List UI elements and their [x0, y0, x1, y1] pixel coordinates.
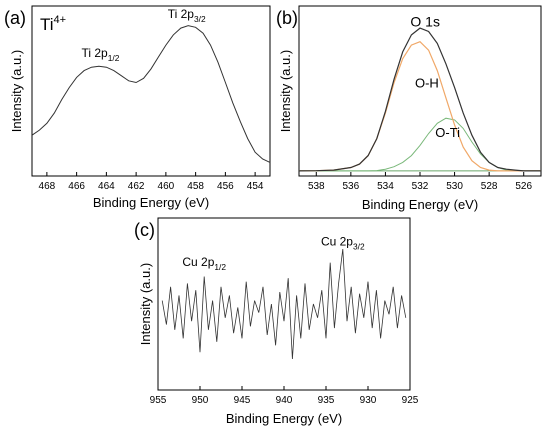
peak-label: Cu 2p1/2 — [182, 255, 226, 272]
x-tick-label: 534 — [377, 181, 394, 192]
x-tick-label: 935 — [318, 395, 335, 406]
peak-label: Ti 2p1/2 — [81, 46, 119, 63]
x-tick-label: 466 — [68, 181, 85, 192]
panel-b: (b) 538 536 534 532 530 528 526 O 1s O-H O-Ti … — [276, 5, 542, 212]
x-tick-label: 955 — [150, 395, 167, 406]
panel-a-annotation: Ti4+ — [40, 14, 66, 34]
panel-a-frame — [31, 5, 271, 177]
panel-c-label: (c) — [134, 220, 155, 240]
panel-c-frame — [157, 217, 411, 391]
panel-b-x-axis-label: Binding Energy (eV) — [362, 197, 478, 212]
panel-a-label: (a) — [4, 8, 26, 28]
panel-c-peak-labels: Cu 2p1/2 Cu 2p3/2 — [182, 235, 365, 273]
panel-b-x-ticks: 538 536 534 532 530 528 526 — [308, 172, 532, 192]
panel-b-label: (b) — [276, 8, 298, 28]
x-tick-label: 456 — [217, 181, 234, 192]
x-tick-label: 468 — [39, 181, 56, 192]
x-tick-label: 454 — [247, 181, 264, 192]
panel-a: (a) Ti4+ 468 466 464 462 460 458 456 454 Ti 2p1… — [4, 5, 271, 210]
panel-a-x-ticks: 468 466 464 462 460 458 456 454 — [39, 172, 264, 192]
x-tick-label: 945 — [234, 395, 251, 406]
panel-b-o-h-label: O-H — [415, 76, 439, 91]
x-tick-label: 950 — [192, 395, 209, 406]
x-tick-label: 538 — [308, 181, 325, 192]
panel-b-o1s-envelope — [298, 27, 541, 172]
panel-a-y-axis-label: Intensity (a.u.) — [9, 50, 24, 132]
peak-label: Ti 2p3/2 — [168, 7, 206, 24]
panel-a-x-axis-label: Binding Energy (eV) — [93, 195, 209, 210]
panel-c-x-axis-label: Binding Energy (eV) — [226, 411, 342, 426]
panel-c: (c) 955 950 945 940 935 930 925 Cu 2p1/2 Cu 2p3… — [134, 217, 419, 426]
panel-c-spectrum-line — [161, 248, 407, 360]
panel-b-frame — [298, 5, 542, 177]
x-tick-label: 930 — [360, 395, 377, 406]
panel-c-y-axis-label: Intensity (a.u.) — [138, 263, 153, 345]
x-tick-label: 464 — [98, 181, 115, 192]
panel-b-o-ti-label: O-Ti — [435, 125, 460, 140]
x-tick-label: 940 — [276, 395, 293, 406]
x-tick-label: 460 — [158, 181, 175, 192]
x-tick-label: 530 — [446, 181, 463, 192]
x-tick-label: 532 — [412, 181, 429, 192]
x-tick-label: 528 — [481, 181, 498, 192]
x-tick-label: 462 — [128, 181, 145, 192]
peak-label: Cu 2p3/2 — [321, 235, 365, 252]
x-tick-label: 458 — [187, 181, 204, 192]
panel-a-spectrum-line — [31, 25, 271, 163]
panel-a-peak-labels: Ti 2p1/2 Ti 2p3/2 — [81, 7, 205, 63]
panel-b-o-ti-component — [299, 117, 541, 172]
panel-c-x-ticks: 955 950 945 940 935 930 925 — [150, 386, 419, 406]
panel-b-o1s-label: O 1s — [410, 13, 440, 29]
panel-b-y-axis-label: Intensity (a.u.) — [278, 50, 293, 132]
panel-b-o-h-component — [298, 40, 541, 172]
x-tick-label: 925 — [402, 395, 419, 406]
x-tick-label: 526 — [515, 181, 532, 192]
x-tick-label: 536 — [343, 181, 360, 192]
